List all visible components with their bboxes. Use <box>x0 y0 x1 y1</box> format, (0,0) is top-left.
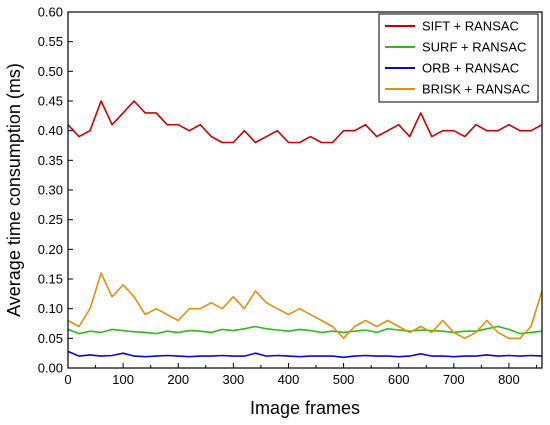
x-tick-label: 200 <box>167 372 189 387</box>
x-tick-label: 500 <box>333 372 355 387</box>
y-tick-label: 0.25 <box>38 212 63 227</box>
x-axis-title: Image frames <box>250 398 360 418</box>
y-tick-label: 0.60 <box>38 5 63 20</box>
y-tick-label: 0.15 <box>38 272 63 287</box>
series-line-2 <box>67 325 543 335</box>
y-tick-label: 0.45 <box>38 94 63 109</box>
y-tick-label: 0.10 <box>38 301 63 316</box>
y-tick-label: 0.40 <box>38 123 63 138</box>
y-tick-label: 0.05 <box>38 331 63 346</box>
legend: SIFT + RANSAC SURF + RANSAC ORB + RANSAC BR… <box>378 13 539 103</box>
legend-label-2: SURF + RANSAC <box>422 40 526 55</box>
y-tick-label: 0.00 <box>38 361 63 376</box>
x-tick-label: 100 <box>112 372 134 387</box>
legend-label-4: BRISK + RANSAC <box>422 82 530 97</box>
y-tick-label: 0.50 <box>38 64 63 79</box>
y-axis: 0.00 0.05 0.10 0.15 0.20 0.25 0.30 0.35 0.40 0.45… <box>38 5 73 376</box>
x-tick-label: 0 <box>64 372 71 387</box>
x-tick-label: 700 <box>443 372 465 387</box>
y-axis-title: Average time consumption (ms) <box>4 63 24 317</box>
series-line-3 <box>67 350 543 359</box>
x-tick-label: 400 <box>278 372 300 387</box>
y-tick-label: 0.20 <box>38 242 63 257</box>
x-tick-label: 300 <box>222 372 244 387</box>
legend-label-1: SIFT + RANSAC <box>422 19 519 34</box>
y-tick-label: 0.55 <box>38 34 63 49</box>
y-tick-label: 0.35 <box>38 153 63 168</box>
x-tick-label: 800 <box>498 372 520 387</box>
x-tick-label: 600 <box>388 372 410 387</box>
y-tick-label: 0.30 <box>38 183 63 198</box>
series-line-4 <box>67 272 543 340</box>
legend-box <box>378 13 539 103</box>
x-axis: 0 100 200 300 400 500 600 700 800 <box>64 363 537 387</box>
series-layer <box>67 100 543 359</box>
series-line-1 <box>67 100 543 144</box>
legend-label-3: ORB + RANSAC <box>422 61 519 76</box>
